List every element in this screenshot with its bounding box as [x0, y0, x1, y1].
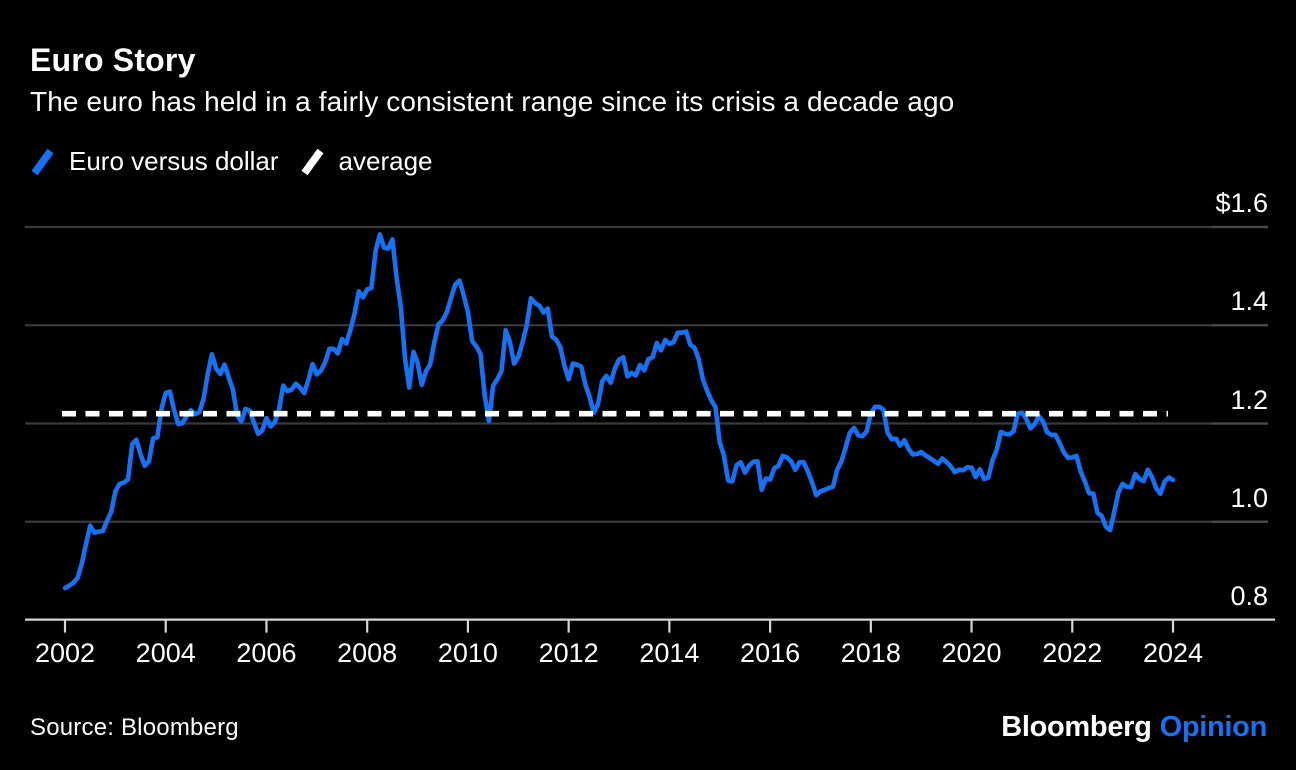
x-tick-label: 2006: [236, 638, 297, 668]
legend: Euro versus dollar average: [30, 146, 433, 177]
bloomberg-opinion-logo: Bloomberg Opinion: [1001, 711, 1267, 744]
y-tick-label: 1.0: [1230, 482, 1268, 513]
logo-bloomberg: Bloomberg: [1001, 711, 1152, 743]
logo-opinion: Opinion: [1159, 711, 1268, 743]
x-tick-label: 2022: [1042, 638, 1103, 668]
x-tick-label: 2020: [941, 638, 1002, 668]
x-tick-label: 2004: [135, 638, 196, 668]
x-tick-label: 2010: [437, 638, 498, 668]
chart-subtitle: The euro has held in a fairly consistent…: [30, 86, 955, 117]
x-tick-label: 2024: [1142, 638, 1204, 668]
y-tick-label: 1.4: [1230, 286, 1268, 317]
y-tick-label: $1.6: [1215, 188, 1268, 218]
x-tick-label: 2014: [639, 638, 700, 668]
legend-item-average: average: [300, 146, 433, 177]
x-tick-label: 2016: [740, 638, 801, 668]
y-tick-label: 0.8: [1230, 581, 1268, 611]
euro-series-slash-icon: [31, 148, 54, 175]
x-tick-label: 2008: [337, 638, 398, 668]
chart-title: Euro Story: [30, 42, 196, 78]
average-series-slash-icon: [301, 148, 324, 175]
legend-label-average: average: [338, 146, 433, 176]
legend-item-euro: Euro versus dollar: [30, 146, 279, 177]
source-note: Source: Bloomberg: [30, 714, 239, 741]
x-tick-label: 2002: [34, 638, 96, 668]
x-tick-label: 2018: [840, 638, 901, 668]
legend-label-euro: Euro versus dollar: [69, 146, 279, 176]
y-tick-label: 1.2: [1230, 384, 1268, 415]
x-tick-label: 2012: [538, 638, 599, 668]
euro-series-line: [62, 232, 1176, 591]
